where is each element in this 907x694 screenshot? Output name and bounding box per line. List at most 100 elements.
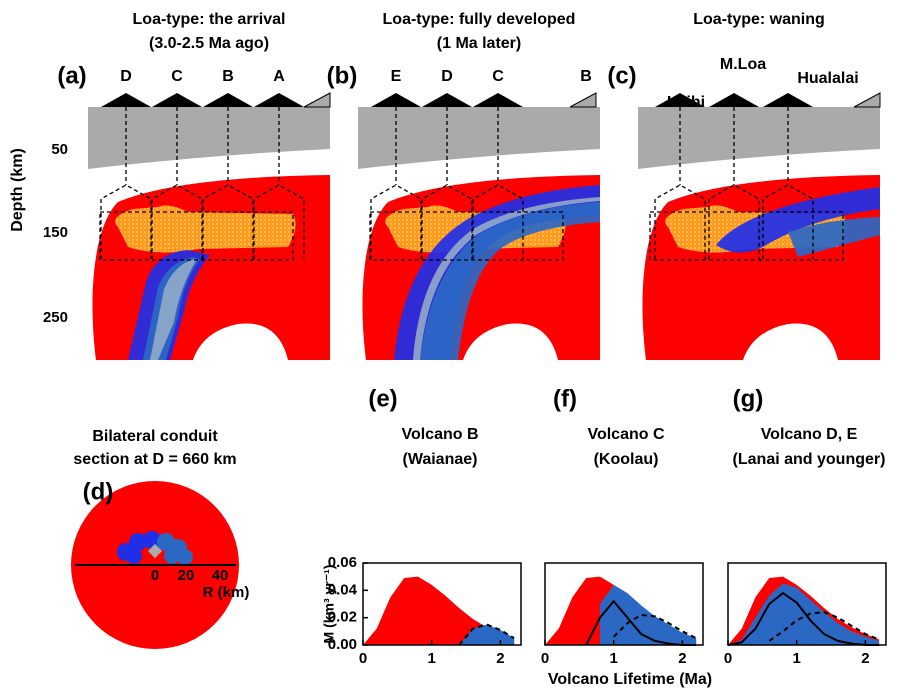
x-tick-label: 1 (428, 650, 436, 667)
volcano (371, 93, 421, 107)
r-tick: 20 (178, 567, 195, 584)
volcano (763, 93, 813, 107)
volcano-label: D (120, 68, 132, 85)
conduit-outline (370, 107, 422, 259)
conduit-section (71, 481, 239, 649)
chart-title: Volcano B (401, 426, 478, 443)
cross-section (638, 92, 881, 360)
x-tick-label: 1 (793, 650, 801, 667)
panel-title: Loa-type: fully developed (383, 11, 576, 28)
panel-subtitle: (1 Ma later) (437, 35, 521, 52)
chart-title: Volcano C (587, 426, 664, 443)
panel-label: (d) (83, 478, 114, 505)
x-tick-label: 2 (678, 650, 686, 667)
x-tick-label: 0 (724, 650, 732, 667)
panel-subtitle: section at D = 660 km (73, 451, 236, 468)
panel-title: Loa-type: the arrival (133, 11, 286, 28)
x-axis-label: Volcano Lifetime (Ma) (548, 671, 712, 688)
depth-label: Depth (km) (9, 148, 26, 232)
plume (716, 187, 880, 253)
area (599, 584, 697, 645)
conduit-outline (708, 107, 760, 259)
conduit-outline (421, 107, 473, 259)
volcano (203, 93, 253, 107)
volcano (422, 93, 472, 107)
r-tick: 40 (212, 567, 229, 584)
r-axis-label: R (km) (203, 584, 250, 601)
y-tick-label: 0.04 (328, 581, 358, 598)
melt-zone (115, 205, 296, 253)
cross-section (358, 92, 600, 360)
y-tick-label: 0.00 (328, 636, 357, 653)
volcano-label: E (391, 68, 402, 85)
volcano-label: C (492, 68, 504, 85)
depth-tick: 250 (43, 309, 68, 326)
plot-frame (544, 562, 704, 646)
depth-tick: 50 (51, 141, 68, 158)
panel-label: (g) (733, 385, 764, 412)
plot-frame (362, 562, 522, 646)
volcano (101, 93, 151, 107)
volcano-label: C (171, 68, 183, 85)
panel-label: (e) (368, 385, 397, 412)
melt-box (369, 211, 564, 261)
cross-section (88, 92, 331, 360)
conduit-outline (654, 107, 706, 259)
volcano-label: B (222, 68, 234, 85)
volcano (473, 93, 523, 107)
volcano-label: Hualalai (797, 70, 858, 87)
volcano (254, 93, 304, 107)
plume (420, 202, 600, 360)
y-tick-label: 0.02 (328, 609, 357, 626)
melt-box (649, 211, 844, 261)
panel-title: Loa-type: waning (693, 11, 825, 28)
conduit-outline (762, 107, 814, 259)
line (458, 623, 515, 646)
volcano-label: D (441, 68, 453, 85)
x-tick-label: 0 (541, 650, 549, 667)
chart-subtitle: (Waianae) (403, 451, 478, 468)
volcano-label: Loihi (667, 94, 705, 111)
line (727, 591, 880, 646)
depth-tick: 150 (43, 224, 68, 241)
panel-label: (a) (57, 62, 86, 89)
panel-label: (c) (607, 62, 636, 89)
chart-subtitle: (Lanai and younger) (733, 451, 886, 468)
line (768, 611, 880, 642)
x-tick-label: 2 (496, 650, 504, 667)
x-tick-label: 2 (861, 650, 869, 667)
conduit-outline (253, 107, 305, 259)
conduit-outline (100, 107, 152, 259)
plume (788, 217, 880, 257)
conduit-outline (202, 107, 254, 259)
r-tick: 0 (151, 567, 159, 584)
panel-subtitle: (3.0-2.5 Ma ago) (149, 35, 269, 52)
volcano-extinct (853, 92, 881, 108)
conduit-outline (472, 107, 524, 259)
volcano (709, 93, 759, 107)
y-axis-label: M (km³ yr⁻¹) (321, 565, 337, 644)
x-tick-label: 1 (610, 650, 618, 667)
volcano-label: A (273, 68, 285, 85)
panel-title: Bilateral conduit (92, 428, 218, 445)
lithosphere (638, 107, 880, 169)
melt-box (99, 211, 294, 261)
conduit-outline (151, 107, 203, 259)
panel-label: (f) (553, 385, 577, 412)
plot-frame (727, 562, 887, 646)
y-tick-label: 0.06 (328, 554, 357, 571)
chart-subtitle: (Koolau) (594, 451, 659, 468)
volcano-extinct (569, 92, 597, 108)
x-tick-label: 0 (359, 650, 367, 667)
panel-label: (b) (327, 62, 358, 89)
lithosphere (88, 107, 330, 169)
lithosphere (358, 107, 600, 169)
mantle (92, 175, 330, 360)
volcano (152, 93, 202, 107)
volcano (655, 93, 705, 107)
volcano-label: M.Loa (720, 56, 766, 73)
volcano-label: B (580, 68, 592, 85)
plume (150, 259, 196, 360)
area (728, 583, 880, 645)
